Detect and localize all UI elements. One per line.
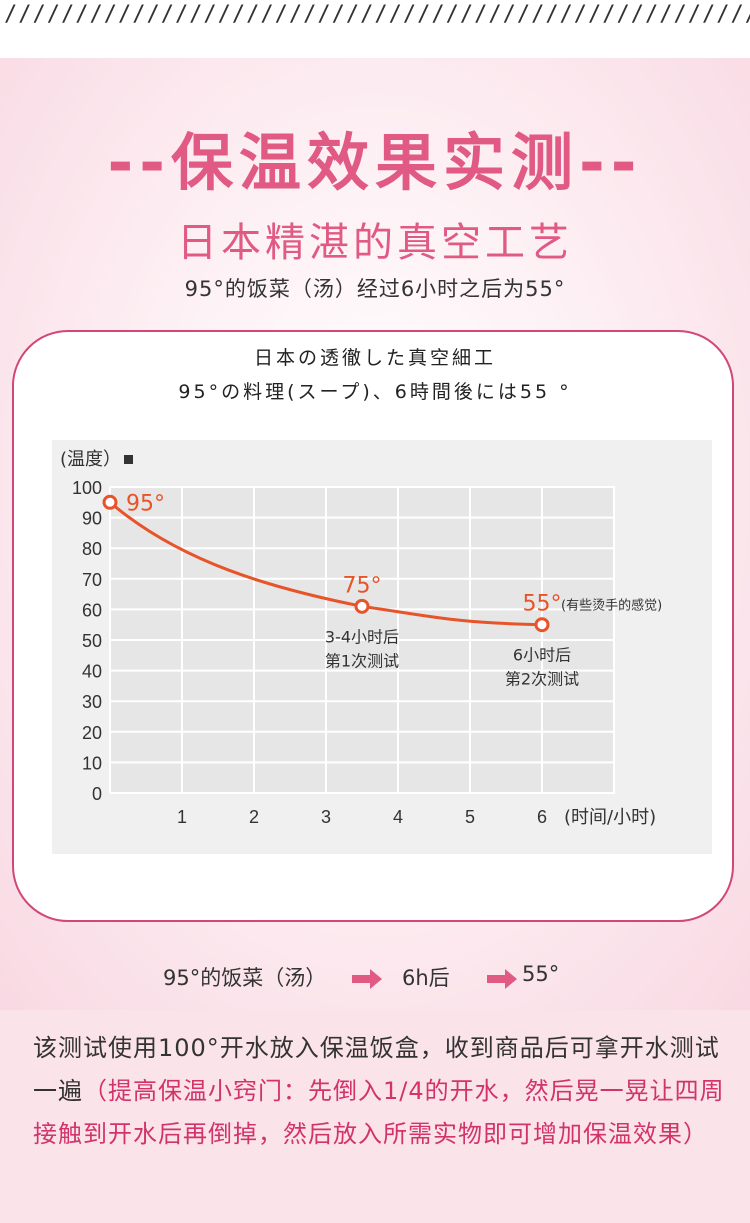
point-note: 第2次测试 (505, 670, 579, 689)
flow-step-time: 6h后 (402, 966, 450, 990)
y-tick-label: 60 (82, 600, 102, 620)
y-axis-label: (温度） (60, 449, 121, 470)
y-tick-label: 90 (82, 509, 102, 529)
data-label: 75° (343, 573, 382, 598)
point-note: 6小时后 (513, 646, 571, 665)
y-tick-label: 100 (72, 478, 102, 498)
bottom-note: 该测试使用100°开水放入保温饭盒，收到商品后可拿开水测试一遍（提高保温小窍门：… (33, 1027, 733, 1156)
x-tick-label: 6 (537, 807, 547, 827)
x-tick-label: 1 (177, 807, 187, 827)
right-arrow-icon (487, 969, 517, 989)
y-axis-square-mark (124, 455, 133, 464)
y-tick-label: 10 (82, 753, 102, 773)
page-subtitle: 日本精湛的真空工艺 (177, 220, 573, 266)
decorative-stripe-bar: ////////////////////////////////////////… (0, 0, 750, 58)
flow-step-end: 55° (522, 962, 560, 986)
x-tick-label: 2 (249, 807, 259, 827)
x-tick-label: 5 (465, 807, 475, 827)
y-tick-label: 50 (82, 631, 102, 651)
data-point-marker (354, 598, 370, 614)
japanese-caption-1: 日本の透徹した真空細工 (253, 347, 496, 369)
y-tick-label: 40 (82, 662, 102, 682)
data-point-marker (534, 617, 550, 633)
y-tick-label: 30 (82, 692, 102, 712)
data-point-marker (102, 494, 118, 510)
bottom-note-panel (0, 1010, 750, 1223)
data-label: 95° (126, 491, 165, 516)
y-tick-label: 0 (92, 784, 102, 804)
y-tick-label: 70 (82, 570, 102, 590)
point-note: 第1次测试 (325, 651, 399, 670)
temperature-chart: 100 90 80 70 60 50 40 30 20 10 0 1 2 3 4 5 6 (温度） (时间/小时) 9… (52, 440, 712, 854)
page-title: --保温效果实测-- (107, 126, 643, 199)
x-tick-label: 4 (393, 807, 403, 827)
summary-flow: 95°的饭菜（汤） 6h后 55° (0, 962, 750, 996)
japanese-caption-2: 95°の料理(スープ)、6時間後には55 ° (178, 381, 572, 403)
point-note: 3-4小时后 (325, 627, 399, 646)
right-arrow-icon (352, 969, 382, 989)
y-tick-label: 80 (82, 539, 102, 559)
x-axis-label: (时间/小时) (564, 807, 656, 828)
point-note-suffix: (有些烫手的感觉) (561, 598, 662, 614)
bottom-note-tip: （提高保温小窍门：先倒入1/4的开水，然后晃一晃让四周接触到开水后再倒掉，然后放… (33, 1077, 725, 1148)
bottom-note-black: 该测试使用100°开水放入保温饭盒，收到商品后可拿开水测试一遍 (33, 1034, 720, 1105)
flow-step-start: 95°的饭菜（汤） (163, 966, 327, 990)
temperature-curve (109, 501, 543, 627)
data-label: 55° (523, 592, 562, 617)
y-tick-label: 20 (82, 723, 102, 743)
description-line: 95°的饭菜（汤）经过6小时之后为55° (184, 277, 566, 301)
x-tick-label: 3 (321, 807, 331, 827)
